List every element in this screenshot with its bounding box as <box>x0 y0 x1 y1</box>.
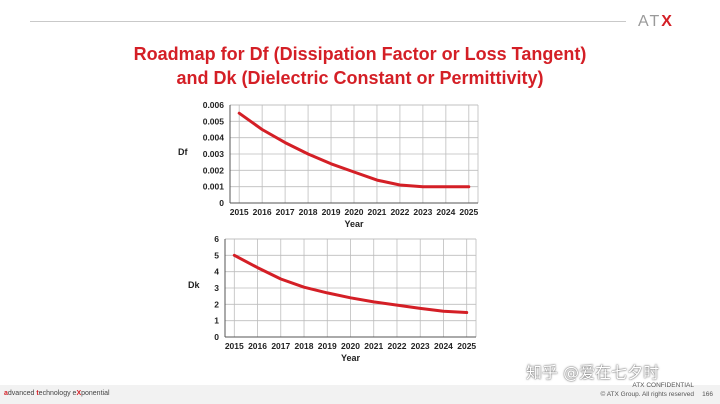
x-tick-label: 2019 <box>318 341 337 351</box>
y-tick-label: 0.002 <box>203 165 225 175</box>
x-tick-label: 2022 <box>388 341 407 351</box>
dk-chart: 0 1 2 3 4 5 6 2015 2016 2017 2018 2019 2020 2021 2022 2… <box>188 234 476 363</box>
y-tick-label: 0 <box>219 198 224 208</box>
x-tick-label: 2024 <box>434 341 453 351</box>
y-tick-label: 2 <box>214 299 219 309</box>
y-tick-label: 5 <box>214 250 219 260</box>
footer-bar <box>0 385 720 404</box>
atx-logo: ATX <box>638 13 674 30</box>
slide-title: Roadmap for Df (Dissipation Factor or Lo… <box>0 42 720 90</box>
y-tick-label: 4 <box>214 267 219 277</box>
header-divider <box>30 21 626 22</box>
df-chart: 0 0.001 0.002 0.003 0.004 0.005 0.006 2015 2016 2… <box>178 100 479 229</box>
x-axis-title: Year <box>341 353 361 363</box>
x-tick-label: 2021 <box>364 341 383 351</box>
copyright-label: © ATX Group. All rights reserved <box>600 390 694 398</box>
x-tick-label: 2015 <box>230 207 249 217</box>
x-tick-label: 2025 <box>459 207 478 217</box>
y-tick-label: 0.001 <box>203 182 225 192</box>
x-axis-title: Year <box>344 219 364 229</box>
y-tick-label: 0.003 <box>203 149 225 159</box>
x-tick-label: 2016 <box>253 207 272 217</box>
x-tick-label: 2023 <box>413 207 432 217</box>
x-tick-label: 2018 <box>299 207 318 217</box>
y-tick-label: 6 <box>214 234 219 244</box>
x-tick-label: 2017 <box>271 341 290 351</box>
x-tick-label: 2018 <box>295 341 314 351</box>
x-tick-label: 2020 <box>345 207 364 217</box>
slide-title-line-1: Roadmap for Df (Dissipation Factor or Lo… <box>133 44 587 64</box>
x-tick-label: 2025 <box>457 341 476 351</box>
x-tick-label: 2015 <box>225 341 244 351</box>
footer-tagline: advanced technology eXponential <box>4 390 110 397</box>
x-tick-label: 2024 <box>436 207 455 217</box>
y-tick-label: 0 <box>214 332 219 342</box>
x-tick-label: 2023 <box>411 341 430 351</box>
y-tick-label: 0.006 <box>203 100 225 110</box>
x-tick-label: 2022 <box>390 207 409 217</box>
y-tick-label: 0.005 <box>203 116 225 126</box>
y-tick-label: 0.004 <box>203 133 225 143</box>
page-number: 166 <box>702 391 713 398</box>
y-tick-label: 3 <box>214 283 219 293</box>
x-tick-label: 2019 <box>322 207 341 217</box>
x-tick-label: 2020 <box>341 341 360 351</box>
footer-legal: ATX CONFIDENTIAL © ATX Group. All rights… <box>600 382 694 399</box>
x-tick-label: 2016 <box>248 341 267 351</box>
series-line <box>232 253 469 314</box>
x-tick-label: 2017 <box>276 207 295 217</box>
y-tick-label: 1 <box>214 316 219 326</box>
watermark: 知乎 @爱在七夕时 <box>526 363 660 382</box>
y-axis-title: Df <box>178 147 188 157</box>
slide-title-line-2: and Dk (Dielectric Constant or Permittiv… <box>176 68 544 88</box>
y-axis-title: Dk <box>188 280 200 290</box>
x-tick-label: 2021 <box>368 207 387 217</box>
confidential-label: ATX CONFIDENTIAL <box>632 382 694 389</box>
series-line <box>237 111 471 189</box>
